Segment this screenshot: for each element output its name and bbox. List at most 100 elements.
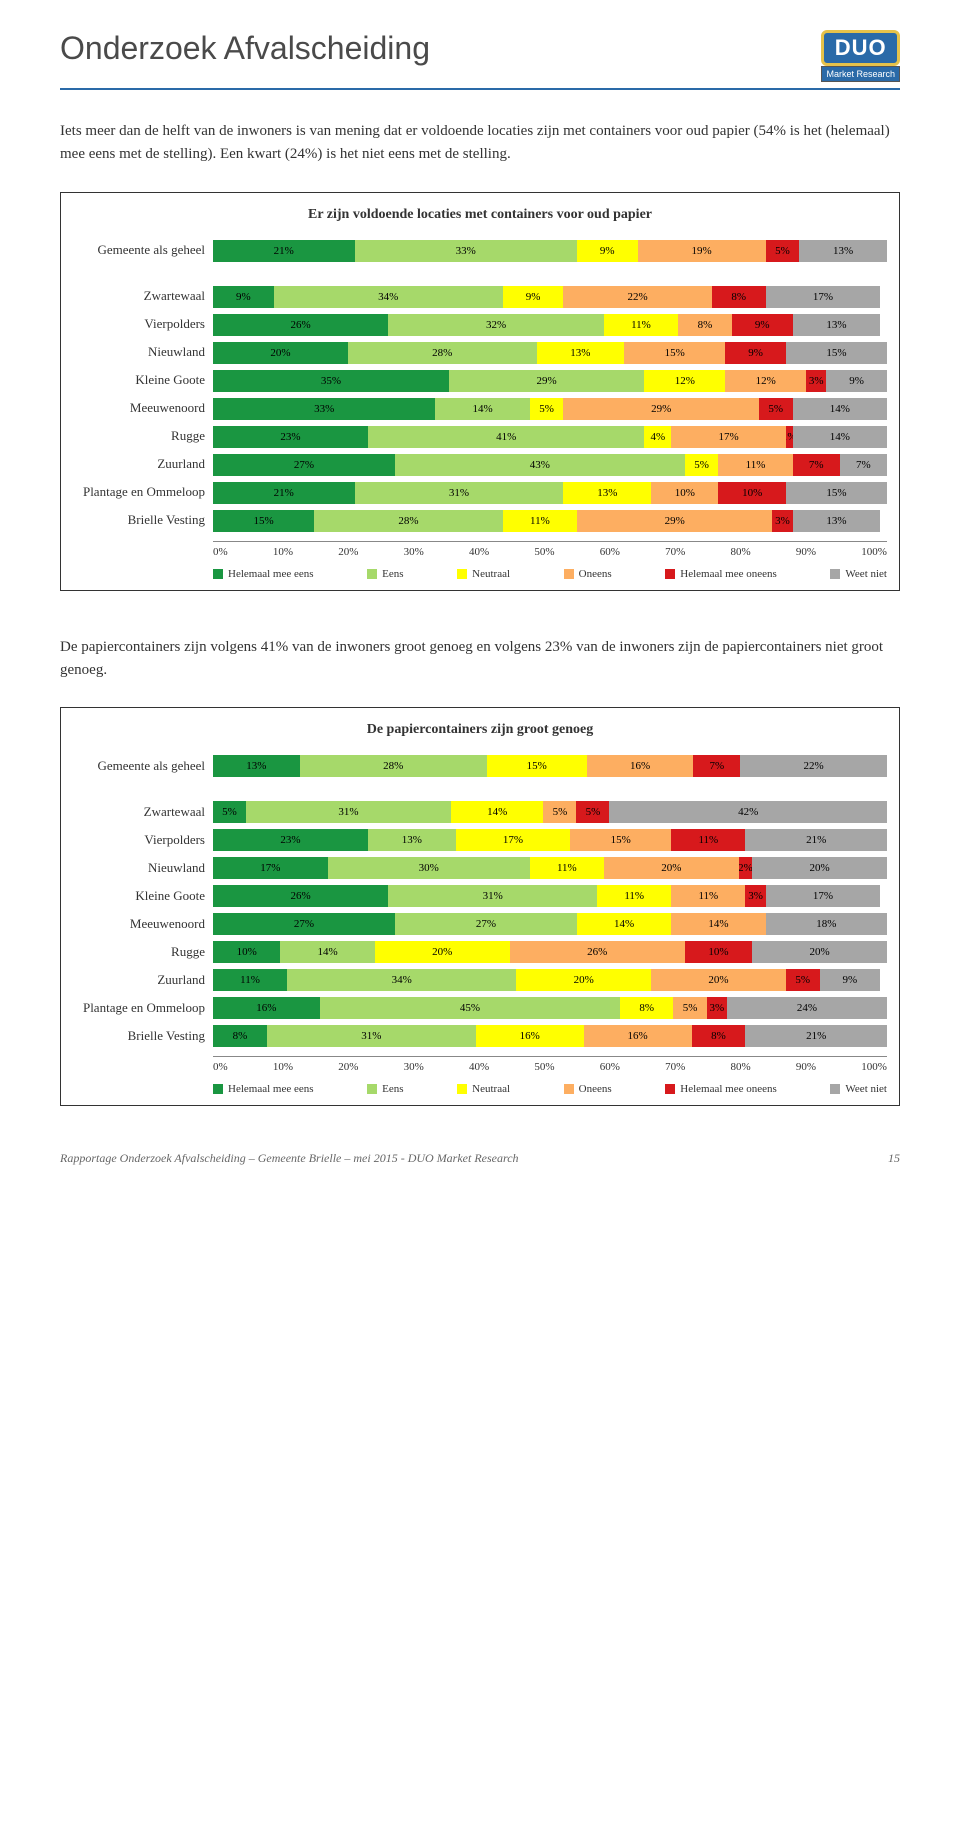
bar-segment: 16% [587, 755, 694, 777]
bar-segment: 10% [685, 941, 752, 963]
bar-segment: 22% [563, 286, 711, 308]
bar-segment: 29% [563, 398, 758, 420]
bar-segment: 27% [213, 454, 395, 476]
axis-tick: 40% [469, 1061, 489, 1073]
axis-tick: 70% [665, 1061, 685, 1073]
bar-segment: 2% [739, 857, 752, 879]
legend-item: Neutraal [457, 568, 510, 580]
bar-segment: 11% [503, 510, 577, 532]
axis-tick: 60% [600, 1061, 620, 1073]
bar-segment: 8% [712, 286, 766, 308]
bar-segment: 13% [537, 342, 625, 364]
row-label: Nieuwland [73, 861, 213, 875]
axis-tick: 50% [534, 1061, 554, 1073]
bar-segment: 11% [604, 314, 678, 336]
bar-segment: 11% [213, 969, 287, 991]
bar-segment: 3% [707, 997, 727, 1019]
x-axis: 0%10%20%30%40%50%60%70%80%90%100% [213, 1056, 887, 1073]
bar-segment: 29% [449, 370, 644, 392]
bar-segment: 13% [213, 755, 300, 777]
bar-segment: 12% [644, 370, 725, 392]
bar-segment: 21% [745, 829, 887, 851]
legend-label: Neutraal [472, 1083, 510, 1095]
legend-item: Helemaal mee oneens [665, 568, 777, 580]
bar-segment: 28% [348, 342, 537, 364]
bar-segment: 9% [577, 240, 638, 262]
bar-segment: 8% [213, 1025, 267, 1047]
bar-segment: 11% [597, 885, 671, 907]
legend-item: Eens [367, 568, 403, 580]
bar-segment: 17% [766, 885, 881, 907]
bar-segment: 21% [745, 1025, 887, 1047]
bar-segment: 14% [435, 398, 529, 420]
bar-segment: 9% [213, 286, 274, 308]
bar-segment: 14% [793, 398, 887, 420]
bar-segment: 28% [300, 755, 487, 777]
bar-segment: 12% [725, 370, 806, 392]
legend-swatch [665, 569, 675, 579]
logo: DUO Market Research [821, 30, 900, 82]
bar-segment: 11% [718, 454, 792, 476]
stacked-bar: 26%31%11%11%3%17% [213, 885, 887, 907]
bar-segment: 13% [793, 510, 881, 532]
legend-label: Eens [382, 568, 403, 580]
legend-label: Neutraal [472, 568, 510, 580]
bar-segment: 31% [355, 482, 564, 504]
axis-tick: 50% [534, 546, 554, 558]
row-label: Kleine Goote [73, 889, 213, 903]
stacked-bar: 11%34%20%20%5%9% [213, 969, 887, 991]
row-label: Meeuwenoord [73, 401, 213, 415]
bar-segment: 35% [213, 370, 449, 392]
chart-locations: Er zijn voldoende locaties met container… [60, 192, 900, 591]
chart-title: De papiercontainers zijn groot genoeg [73, 722, 887, 738]
axis-tick: 80% [731, 546, 751, 558]
axis-tick: 20% [338, 1061, 358, 1073]
footer-text: Rapportage Onderzoek Afvalscheiding – Ge… [60, 1151, 519, 1166]
bar-segment: 31% [267, 1025, 476, 1047]
stacked-bar: 20%28%13%15%9%15% [213, 342, 887, 364]
legend: Helemaal mee eensEensNeutraalOneensHelem… [213, 1083, 887, 1095]
row-label: Rugge [73, 429, 213, 443]
legend-item: Weet niet [830, 568, 887, 580]
bar-segment: 14% [280, 941, 374, 963]
row-label: Rugge [73, 945, 213, 959]
bar-segment: 11% [530, 857, 604, 879]
legend-swatch [213, 569, 223, 579]
legend-item: Helemaal mee oneens [665, 1083, 777, 1095]
bar-segment: 26% [510, 941, 685, 963]
bar-segment: 27% [395, 913, 577, 935]
bar-segment: 16% [476, 1025, 584, 1047]
bar-segment: 9% [826, 370, 887, 392]
page-header: Onderzoek Afvalscheiding DUO Market Rese… [60, 30, 900, 90]
stacked-bar: 27%27%14%14%18% [213, 913, 887, 935]
bar-segment: 33% [213, 398, 435, 420]
bar-segment: 10% [651, 482, 718, 504]
bar-segment: 3% [806, 370, 826, 392]
bar-segment: 14% [793, 426, 887, 448]
bar-segment: 17% [671, 426, 786, 448]
page-footer: Rapportage Onderzoek Afvalscheiding – Ge… [60, 1151, 900, 1166]
bar-segment: 8% [678, 314, 732, 336]
legend-label: Weet niet [845, 1083, 887, 1095]
stacked-bar: 16%45%8%5%3%24% [213, 997, 887, 1019]
legend-swatch [213, 1084, 223, 1094]
row-label: Zuurland [73, 973, 213, 987]
bar-segment: 20% [752, 857, 887, 879]
bar-segment: 29% [577, 510, 772, 532]
axis-tick: 20% [338, 546, 358, 558]
legend-label: Oneens [579, 568, 612, 580]
bar-segment: 8% [620, 997, 673, 1019]
row-label: Vierpolders [73, 317, 213, 331]
legend-swatch [457, 569, 467, 579]
bar-segment: 9% [820, 969, 881, 991]
row-label: Vierpolders [73, 833, 213, 847]
bar-segment: 5% [530, 398, 564, 420]
axis-tick: 10% [273, 1061, 293, 1073]
row-label: Zwartewaal [73, 805, 213, 819]
stacked-bar: 33%14%5%29%5%14% [213, 398, 887, 420]
axis-tick: 0% [213, 546, 228, 558]
bar-segment: 34% [287, 969, 516, 991]
legend-swatch [367, 1084, 377, 1094]
legend-label: Helemaal mee eens [228, 568, 314, 580]
bar-segment: 3% [745, 885, 765, 907]
